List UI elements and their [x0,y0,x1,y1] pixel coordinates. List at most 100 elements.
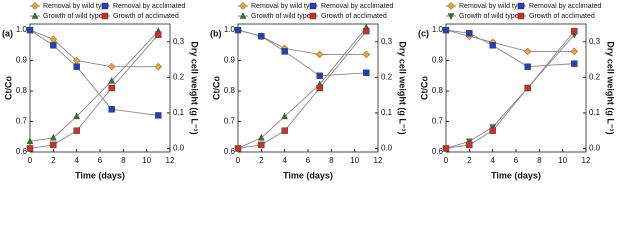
x-tick-label: 8 [121,156,126,165]
marker [316,72,323,80]
legend-marker [239,12,247,19]
x-tick-label: 4 [490,156,495,165]
marker [26,145,34,152]
legend-marker [239,2,247,10]
marker [73,127,80,134]
panel-label: (b) [210,28,222,38]
y-tick-label: 0.8 [16,86,28,95]
series-line [29,29,159,116]
marker [234,26,242,34]
y-tick-label: 0.6 [224,147,236,156]
x-tick-label: 0 [28,156,33,165]
y-tick-label: 1.0 [16,25,28,34]
marker [524,84,531,92]
y-tick-label: 0.6 [16,147,28,156]
y2-tick-label: 0.0 [173,144,185,153]
marker [570,47,579,56]
y-tick-label: 0.8 [432,86,444,95]
marker [489,127,496,134]
y-tick-label: 0.9 [224,56,236,65]
y2-tick-label: 0.3 [173,37,185,46]
x-tick-label: 10 [350,156,359,165]
x-tick-label: 10 [558,156,567,165]
legend-marker [31,12,39,19]
marker [108,76,115,84]
legend-label: Removal by acclimated [529,3,601,10]
marker [50,42,57,49]
x-tick-label: 4 [74,156,79,165]
x-tick-label: 8 [537,156,542,165]
series-line [29,30,159,142]
x-tick-label: 12 [374,156,383,165]
marker [442,26,450,34]
marker [155,112,162,119]
marker [108,84,115,92]
marker [155,31,162,38]
marker [107,62,116,71]
marker [73,112,80,120]
y2-axis-title: Dry cell weight (g L⁻¹) [606,41,616,134]
marker [258,141,265,149]
legend-label: Growth of acclimated [113,13,179,20]
series-line [445,30,575,149]
y2-tick-label: 0.1 [381,108,393,117]
marker [234,145,242,152]
legend-marker [101,2,109,10]
marker [363,27,370,35]
y-tick-label: 0.7 [16,117,28,126]
marker [363,69,370,76]
x-tick-label: 6 [98,156,103,165]
y2-tick-label: 0.1 [173,108,185,117]
series-line [237,27,367,149]
x-tick-label: 2 [51,156,56,165]
y2-tick-label: 0.0 [589,144,601,153]
marker [362,50,371,59]
y2-tick-label: 0.3 [381,37,393,46]
x-tick-label: 0 [444,156,449,165]
x-tick-label: 2 [259,156,264,165]
legend-label: Removal by acclimated [321,3,393,10]
legend-label: Removal by wild type [251,3,317,10]
legend-marker [309,12,317,20]
y-axis-title: Ct/Co [3,76,13,100]
marker [316,84,323,92]
x-tick-label: 6 [514,156,519,165]
x-tick-label: 2 [467,156,472,165]
marker [489,42,496,49]
legend-label: Removal by acclimated [113,3,185,10]
x-tick-label: 6 [306,156,311,165]
y-axis-title: Ct/Co [211,76,221,100]
y2-axis-title: Dry cell weight (g L⁻¹) [398,41,408,134]
y-tick-label: 1.0 [224,25,236,34]
legend-marker [517,12,525,20]
marker [442,145,450,152]
marker [154,62,163,71]
y-tick-label: 0.7 [224,117,236,126]
marker [108,106,115,113]
y2-tick-label: 0.1 [589,108,601,117]
y2-axis-title: Dry cell weight (g L⁻¹) [190,41,200,134]
y2-tick-label: 0.2 [173,72,185,81]
marker [281,48,288,55]
y2-tick-label: 0.0 [381,144,393,153]
legend-label: Growth of wild type [43,13,103,20]
y2-tick-label: 0.2 [589,72,601,81]
x-tick-label: 12 [582,156,591,165]
series-line [237,30,367,149]
series-line [445,29,575,52]
panel-label: (c) [418,28,429,38]
marker [73,63,80,70]
x-tick-label: 8 [329,156,334,165]
figure: 0 2 4 6 8 10 12 0.6 0.7 0.8 0.9 1.0 0.0 0.1 0.2 0.3 Time… [2,2,616,180]
legend-label: Growth of acclimated [529,13,595,20]
y-tick-label: 0.9 [16,56,28,65]
y-tick-label: 0.6 [432,147,444,156]
marker [50,141,57,149]
legend-marker [517,2,525,10]
marker [466,29,473,37]
x-axis-title: Time (days) [283,170,333,180]
marker [466,141,473,149]
marker [315,50,324,59]
legend-label: Growth of acclimated [321,13,387,20]
marker [258,32,265,40]
